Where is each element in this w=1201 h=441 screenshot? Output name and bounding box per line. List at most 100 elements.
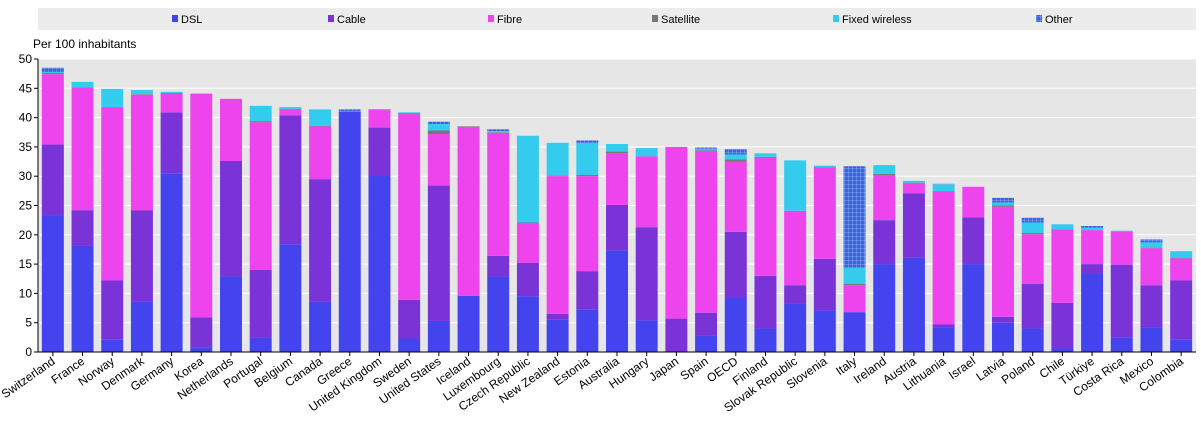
bar-hungary-fibre bbox=[635, 156, 658, 228]
bar-italy-dsl bbox=[843, 312, 866, 352]
bar-canada-satellite bbox=[309, 125, 332, 127]
bar-norway-cable bbox=[101, 280, 124, 340]
bar-lithuania-satellite bbox=[932, 191, 955, 193]
bar-france-dsl bbox=[71, 245, 94, 352]
bar-estonia-fibre bbox=[576, 176, 599, 272]
bar-japan-fibre bbox=[665, 146, 688, 319]
bar-spain-fibre bbox=[695, 151, 718, 313]
bar-netherlands-dsl bbox=[220, 276, 242, 352]
bar-finland-dsl bbox=[754, 328, 777, 352]
bar-chile-cable bbox=[1051, 302, 1074, 349]
bar-ireland-dsl bbox=[873, 264, 896, 352]
legend-label-other: Other bbox=[1045, 14, 1073, 26]
bar-luxembourg-cable bbox=[487, 255, 510, 277]
bar-czech-republic-fixed-wireless bbox=[516, 135, 539, 223]
y-tick-label-10: 10 bbox=[19, 286, 33, 300]
y-tick-label-20: 20 bbox=[19, 228, 33, 242]
bar-australia-satellite bbox=[606, 151, 628, 154]
bar-slovenia-dsl bbox=[813, 310, 836, 352]
bar-denmark-cable bbox=[130, 210, 153, 302]
bar-germany-cable bbox=[160, 112, 183, 174]
bar-austria-fixed-wireless bbox=[902, 180, 925, 183]
y-tick-label-15: 15 bbox=[19, 257, 33, 271]
bar-switzerland-fibre bbox=[41, 74, 64, 145]
bar-greece-dsl bbox=[338, 111, 361, 353]
bar-canada-cable bbox=[309, 179, 332, 302]
bar-t-rkiye-other bbox=[1081, 226, 1104, 228]
bar-colombia-dsl bbox=[1170, 339, 1193, 352]
bar-poland-satellite bbox=[1021, 233, 1044, 235]
bar-australia-fibre bbox=[606, 153, 628, 205]
bar-slovenia-satellite bbox=[813, 167, 836, 168]
y-tick-label-35: 35 bbox=[19, 140, 33, 154]
bar-slovenia-fibre bbox=[813, 167, 836, 259]
bar-sweden-satellite bbox=[398, 113, 421, 115]
bar-ireland-cable bbox=[873, 220, 896, 265]
bar-t-rkiye-dsl bbox=[1081, 273, 1104, 352]
bar-mexico-fixed-wireless bbox=[1140, 242, 1163, 248]
bar-mexico-fibre bbox=[1140, 248, 1163, 286]
bar-united-states-cable bbox=[427, 185, 450, 321]
bar-portugal-fixed-wireless bbox=[249, 105, 272, 122]
bar-belgium-cable bbox=[279, 115, 302, 245]
bar-lithuania-fixed-wireless bbox=[932, 184, 955, 192]
bar-united-states-fibre bbox=[427, 134, 450, 186]
legend-swatch-dsl bbox=[172, 15, 178, 22]
legend-background bbox=[38, 8, 1196, 30]
bar-czech-republic-satellite bbox=[516, 222, 539, 224]
bar-belgium-dsl bbox=[279, 244, 302, 352]
x-label-japan: Japan bbox=[646, 354, 681, 384]
bar-czech-republic-dsl bbox=[516, 296, 539, 352]
x-label-israel: Israel bbox=[946, 354, 978, 382]
bar-korea-cable bbox=[190, 317, 213, 348]
y-tick-label-5: 5 bbox=[25, 316, 32, 330]
bar-austria-dsl bbox=[902, 257, 925, 352]
bar-colombia-satellite bbox=[1170, 257, 1193, 259]
bar-australia-dsl bbox=[606, 250, 628, 352]
bar-iceland-dsl bbox=[457, 295, 480, 352]
legend-label-dsl: DSL bbox=[181, 14, 202, 26]
bar-portugal-fibre bbox=[249, 122, 272, 270]
bar-lithuania-other bbox=[932, 183, 955, 185]
bar-costa-rica-satellite bbox=[1110, 231, 1133, 232]
bar-oecd-fixed-wireless bbox=[724, 154, 747, 160]
bar-united-kingdom-fibre bbox=[368, 109, 391, 128]
bar-oecd-satellite bbox=[724, 159, 747, 162]
bar-oecd-cable bbox=[724, 231, 747, 298]
bar-united-states-satellite bbox=[427, 130, 450, 135]
bar-new-zealand-satellite bbox=[546, 175, 569, 177]
bar-united-kingdom-cable bbox=[368, 127, 391, 176]
bar-korea-dsl bbox=[190, 347, 213, 352]
bar-poland-dsl bbox=[1021, 328, 1044, 352]
bar-portugal-cable bbox=[249, 269, 272, 338]
bar-norway-dsl bbox=[101, 339, 124, 352]
y-tick-label-30: 30 bbox=[19, 169, 33, 183]
bar-estonia-fixed-wireless bbox=[576, 142, 599, 176]
bar-switzerland-other bbox=[41, 67, 64, 72]
legend-swatch-fibre bbox=[488, 15, 494, 22]
bar-spain-cable bbox=[695, 312, 718, 336]
bar-finland-fibre bbox=[754, 157, 777, 276]
bar-slovenia-cable bbox=[813, 258, 836, 311]
bar-canada-dsl bbox=[309, 301, 332, 352]
bar-austria-fibre bbox=[902, 183, 925, 194]
bar-norway-satellite bbox=[101, 107, 124, 108]
bar-switzerland-fixed-wireless bbox=[41, 71, 64, 74]
bar-united-states-other bbox=[427, 121, 450, 125]
bar-mexico-satellite bbox=[1140, 247, 1163, 249]
bar-slovak-republic-cable bbox=[784, 285, 807, 304]
bar-australia-fixed-wireless bbox=[606, 143, 628, 152]
bar-estonia-cable bbox=[576, 271, 599, 310]
bar-t-rkiye-fixed-wireless bbox=[1081, 227, 1104, 231]
bar-finland-fixed-wireless bbox=[754, 153, 777, 157]
bar-poland-cable bbox=[1021, 284, 1044, 329]
bar-chile-fixed-wireless bbox=[1051, 224, 1074, 230]
bar-t-rkiye-fibre bbox=[1081, 230, 1104, 265]
bar-sweden-fibre bbox=[398, 114, 421, 300]
bar-italy-fixed-wireless bbox=[843, 267, 866, 285]
y-tick-label-50: 50 bbox=[19, 52, 33, 66]
bars bbox=[41, 67, 1193, 353]
x-axis-labels: SwitzerlandFranceNorwayDenmarkGermanyKor… bbox=[0, 352, 1186, 415]
bar-switzerland-dsl bbox=[41, 215, 64, 352]
